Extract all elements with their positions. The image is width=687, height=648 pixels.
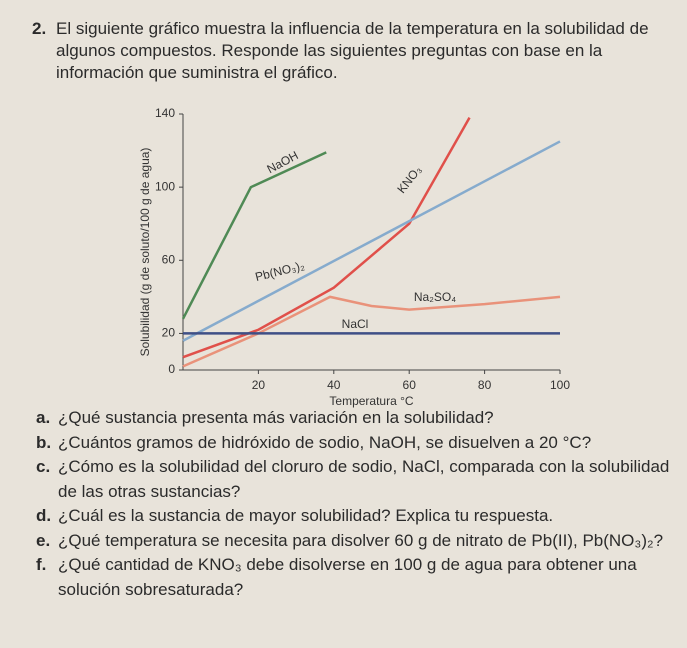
series-line [182, 140, 561, 342]
item-letter: c. [36, 457, 51, 476]
y-tick-label: 20 [162, 326, 176, 340]
x-tick-label: 100 [550, 378, 570, 392]
question: 2. El siguiente gráfico muestra la influ… [32, 18, 672, 84]
question-text: El siguiente gráfico muestra la influenc… [56, 19, 649, 82]
x-tick-label: 20 [252, 378, 266, 392]
question-item: d. ¿Cuál es la sustancia de mayor solubil… [36, 504, 676, 529]
item-letter: e. [36, 530, 51, 550]
item-letter: f. [36, 555, 47, 574]
item-text: ¿Qué sustancia presenta más variación en… [58, 408, 494, 427]
series-label: KNO₃ [394, 163, 424, 196]
question-list: a. ¿Qué sustancia presenta más variación … [36, 406, 676, 602]
item-text: ¿Cuántos gramos de hidróxido de sodio, N… [58, 432, 592, 452]
series-line [181, 151, 327, 320]
x-tick-label: 60 [403, 378, 417, 392]
question-number: 2. [32, 19, 47, 38]
question-item: f. ¿Qué cantidad de KNO₃ debe disolverse … [36, 553, 676, 602]
series-line [182, 117, 471, 359]
y-tick-label: 100 [155, 179, 175, 193]
question-item: e. ¿Qué temperatura se necesita para diso… [36, 529, 676, 554]
series-label: NaCl [342, 317, 369, 331]
question-item: a. ¿Qué sustancia presenta más variación … [36, 406, 676, 431]
x-axis-label: Temperatura °C [329, 394, 413, 408]
item-text: ¿Cómo es la solubilidad del cloruro de s… [58, 457, 670, 501]
item-letter: d. [36, 506, 52, 525]
chart: 0 20 60 100 140 20 40 60 80 100 Temperatura °C Solu… [138, 106, 570, 408]
y-axis-label: Solubilidad (g de soluto/100 g de agua) [138, 148, 152, 357]
question-item: b. ¿Cuántos gramos de hidróxido de sodio,… [36, 431, 676, 456]
item-letter: a. [36, 408, 51, 427]
series-label: Na₂SO₄ [414, 290, 456, 304]
series-line [182, 295, 561, 368]
question-item: c. ¿Cómo es la solubilidad del cloruro de… [36, 455, 676, 504]
y-tick-label: 0 [168, 362, 175, 376]
x-tick-label: 40 [327, 378, 341, 392]
y-tick-label: 60 [162, 252, 176, 266]
y-tick-label: 140 [155, 106, 175, 120]
item-text: ¿Qué temperatura se necesita para disolv… [58, 530, 664, 550]
item-letter: b. [36, 432, 52, 452]
x-tick-label: 80 [478, 378, 492, 392]
item-text: ¿Qué cantidad de KNO₃ debe disolverse en… [58, 555, 637, 599]
item-text: ¿Cuál es la sustancia de mayor solubilid… [58, 506, 554, 525]
